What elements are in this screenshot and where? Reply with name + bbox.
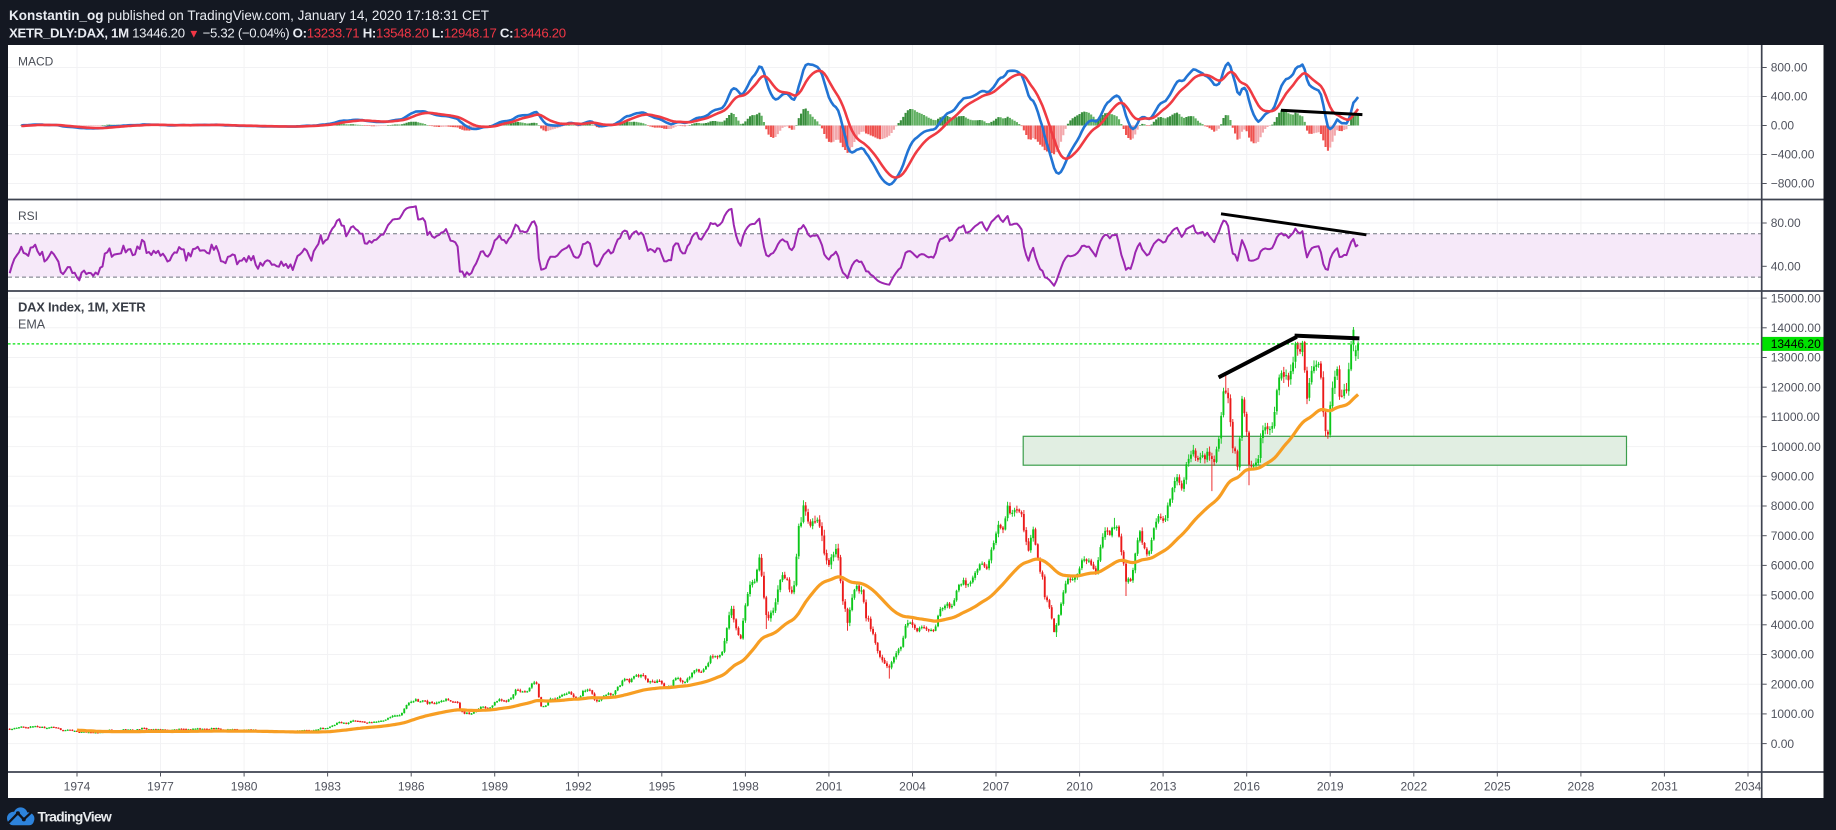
svg-text:7000.00: 7000.00 — [1771, 529, 1815, 543]
svg-text:1977: 1977 — [147, 780, 174, 794]
svg-text:4000.00: 4000.00 — [1771, 618, 1815, 632]
svg-text:−800.00: −800.00 — [1771, 177, 1815, 191]
svg-text:1986: 1986 — [398, 780, 425, 794]
svg-text:2028: 2028 — [1568, 780, 1595, 794]
svg-text:1998: 1998 — [732, 780, 759, 794]
svg-text:EMA: EMA — [18, 318, 46, 332]
svg-text:2001: 2001 — [816, 780, 843, 794]
svg-text:DAX Index, 1M, XETR: DAX Index, 1M, XETR — [18, 300, 146, 315]
svg-text:1992: 1992 — [565, 780, 592, 794]
svg-text:0.00: 0.00 — [1771, 119, 1795, 133]
svg-text:2031: 2031 — [1651, 780, 1678, 794]
svg-text:2019: 2019 — [1317, 780, 1344, 794]
svg-text:11000.00: 11000.00 — [1771, 410, 1820, 424]
svg-text:2034: 2034 — [1735, 780, 1762, 794]
svg-text:Konstantin_og published on Tra: Konstantin_og published on TradingView.c… — [9, 8, 489, 23]
svg-text:14000.00: 14000.00 — [1771, 321, 1821, 335]
svg-text:800.00: 800.00 — [1771, 61, 1808, 75]
svg-text:1983: 1983 — [314, 780, 341, 794]
svg-text:400.00: 400.00 — [1771, 90, 1808, 104]
svg-text:12000.00: 12000.00 — [1771, 380, 1821, 394]
svg-text:2022: 2022 — [1400, 780, 1427, 794]
svg-text:1000.00: 1000.00 — [1771, 707, 1815, 721]
svg-text:1974: 1974 — [64, 780, 91, 794]
svg-text:XETR_DLY:DAX, 1M 13446.20 ▼ −5: XETR_DLY:DAX, 1M 13446.20 ▼ −5.32 (−0.04… — [9, 26, 566, 41]
svg-text:3000.00: 3000.00 — [1771, 648, 1815, 662]
svg-text:1995: 1995 — [648, 780, 675, 794]
svg-text:2016: 2016 — [1233, 780, 1260, 794]
svg-text:2013: 2013 — [1150, 780, 1177, 794]
svg-text:0.00: 0.00 — [1771, 737, 1795, 751]
svg-text:6000.00: 6000.00 — [1771, 559, 1815, 573]
svg-text:2004: 2004 — [899, 780, 926, 794]
svg-text:10000.00: 10000.00 — [1771, 440, 1821, 454]
svg-text:15000.00: 15000.00 — [1771, 291, 1821, 305]
svg-text:9000.00: 9000.00 — [1771, 470, 1815, 484]
svg-text:8000.00: 8000.00 — [1771, 499, 1815, 513]
svg-text:2025: 2025 — [1484, 780, 1511, 794]
svg-text:MACD: MACD — [18, 55, 54, 69]
svg-text:40.00: 40.00 — [1771, 260, 1801, 274]
svg-text:RSI: RSI — [18, 209, 38, 223]
svg-text:2010: 2010 — [1066, 780, 1093, 794]
svg-text:1980: 1980 — [231, 780, 258, 794]
svg-text:1989: 1989 — [481, 780, 508, 794]
svg-text:2007: 2007 — [983, 780, 1010, 794]
svg-text:TradingView: TradingView — [38, 808, 112, 824]
svg-text:13446.20: 13446.20 — [1771, 337, 1821, 351]
svg-text:5000.00: 5000.00 — [1771, 588, 1815, 602]
svg-text:13000.00: 13000.00 — [1771, 351, 1821, 365]
svg-text:2000.00: 2000.00 — [1771, 677, 1815, 691]
svg-text:−400.00: −400.00 — [1771, 148, 1815, 162]
svg-text:80.00: 80.00 — [1771, 216, 1801, 230]
